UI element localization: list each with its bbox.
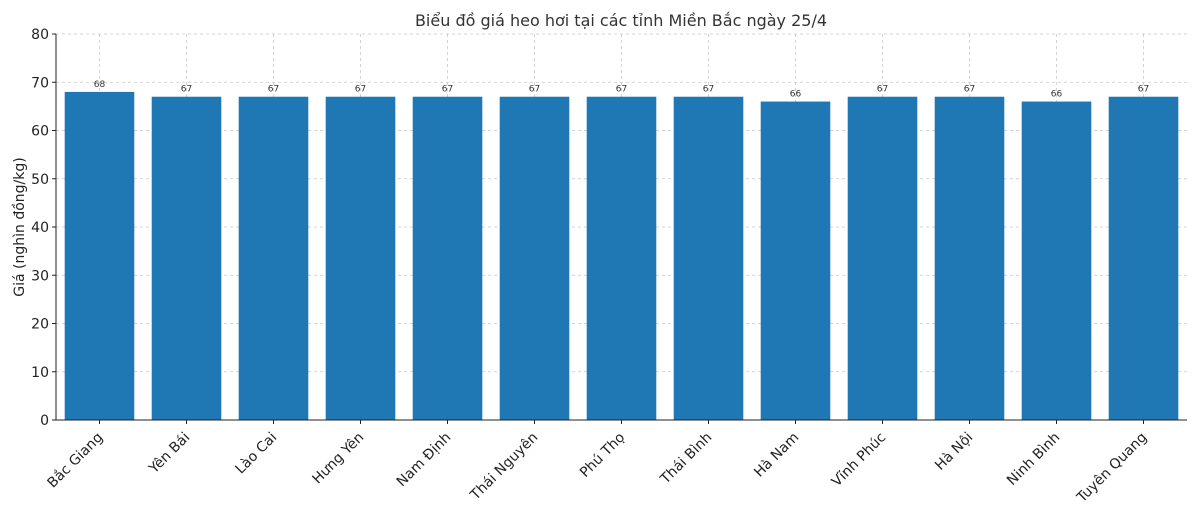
bar-value-label: 67 [703,85,714,95]
bar [934,96,1005,420]
y-tick-label: 10 [31,365,49,381]
bar [586,96,657,420]
y-tick-labels: 0 10 20 30 40 50 60 70 80 [31,27,56,429]
y-tick-label: 30 [31,268,49,284]
x-tick-label: Tuyên Quang [1073,430,1150,507]
x-tick-label: Ninh Bình [1004,430,1063,489]
x-tick-labels: Bắc Giang Yên Bái Lào Cai Hưng Yên Nam Định T… [44,420,1150,507]
x-tick-label: Nam Định [394,430,455,491]
bar-value-label: 67 [355,85,366,95]
x-tick-label: Phú Thọ [577,430,628,481]
bar-value-label: 67 [964,85,975,95]
x-tick-label: Yên Bái [145,430,193,478]
x-tick-label: Thái Bình [657,430,715,488]
y-tick-label: 0 [40,413,49,429]
bar [1021,101,1092,421]
bars [64,91,1179,421]
x-tick-label: Hà Nam [751,430,802,481]
bar-value-label: 68 [94,80,106,90]
bar [499,96,570,420]
bar-value-label: 67 [268,85,279,95]
bar-value-label: 66 [790,90,802,100]
bar [151,96,222,420]
y-tick-label: 60 [31,124,49,140]
y-tick-label: 70 [31,75,49,91]
y-tick-label: 50 [31,172,49,188]
bar [412,96,483,420]
bar-value-label: 67 [1138,85,1149,95]
bar [847,96,918,420]
x-tick-label: Thái Nguyên [467,430,542,505]
chart-title: Biểu đồ giá heo hơi tại các tỉnh Miền Bắ… [415,11,827,30]
x-tick-label: Vĩnh Phúc [829,430,890,491]
x-tick-label: Hưng Yên [309,430,367,488]
y-tick-label: 20 [31,317,49,333]
bar [238,96,309,420]
bar-value-label: 67 [181,85,192,95]
bar-value-label: 66 [1051,90,1063,100]
bar-value-label: 67 [616,85,627,95]
bar [1108,96,1179,420]
y-tick-label: 80 [31,27,49,43]
bar [325,96,396,420]
data-labels: 68 67 67 67 67 67 67 67 66 67 67 66 67 [94,80,1149,100]
bar [64,91,135,421]
bar [673,96,744,420]
bar-value-label: 67 [442,85,453,95]
bar-value-label: 67 [529,85,540,95]
y-axis-label: Giá (nghìn đồng/kg) [11,157,28,296]
x-tick-label: Lào Cai [232,430,280,478]
bar [760,101,831,421]
x-tick-label: Hà Nội [932,430,976,474]
x-tick-label: Bắc Giang [44,429,107,492]
bar-value-label: 67 [877,85,888,95]
y-tick-label: 40 [31,220,49,236]
